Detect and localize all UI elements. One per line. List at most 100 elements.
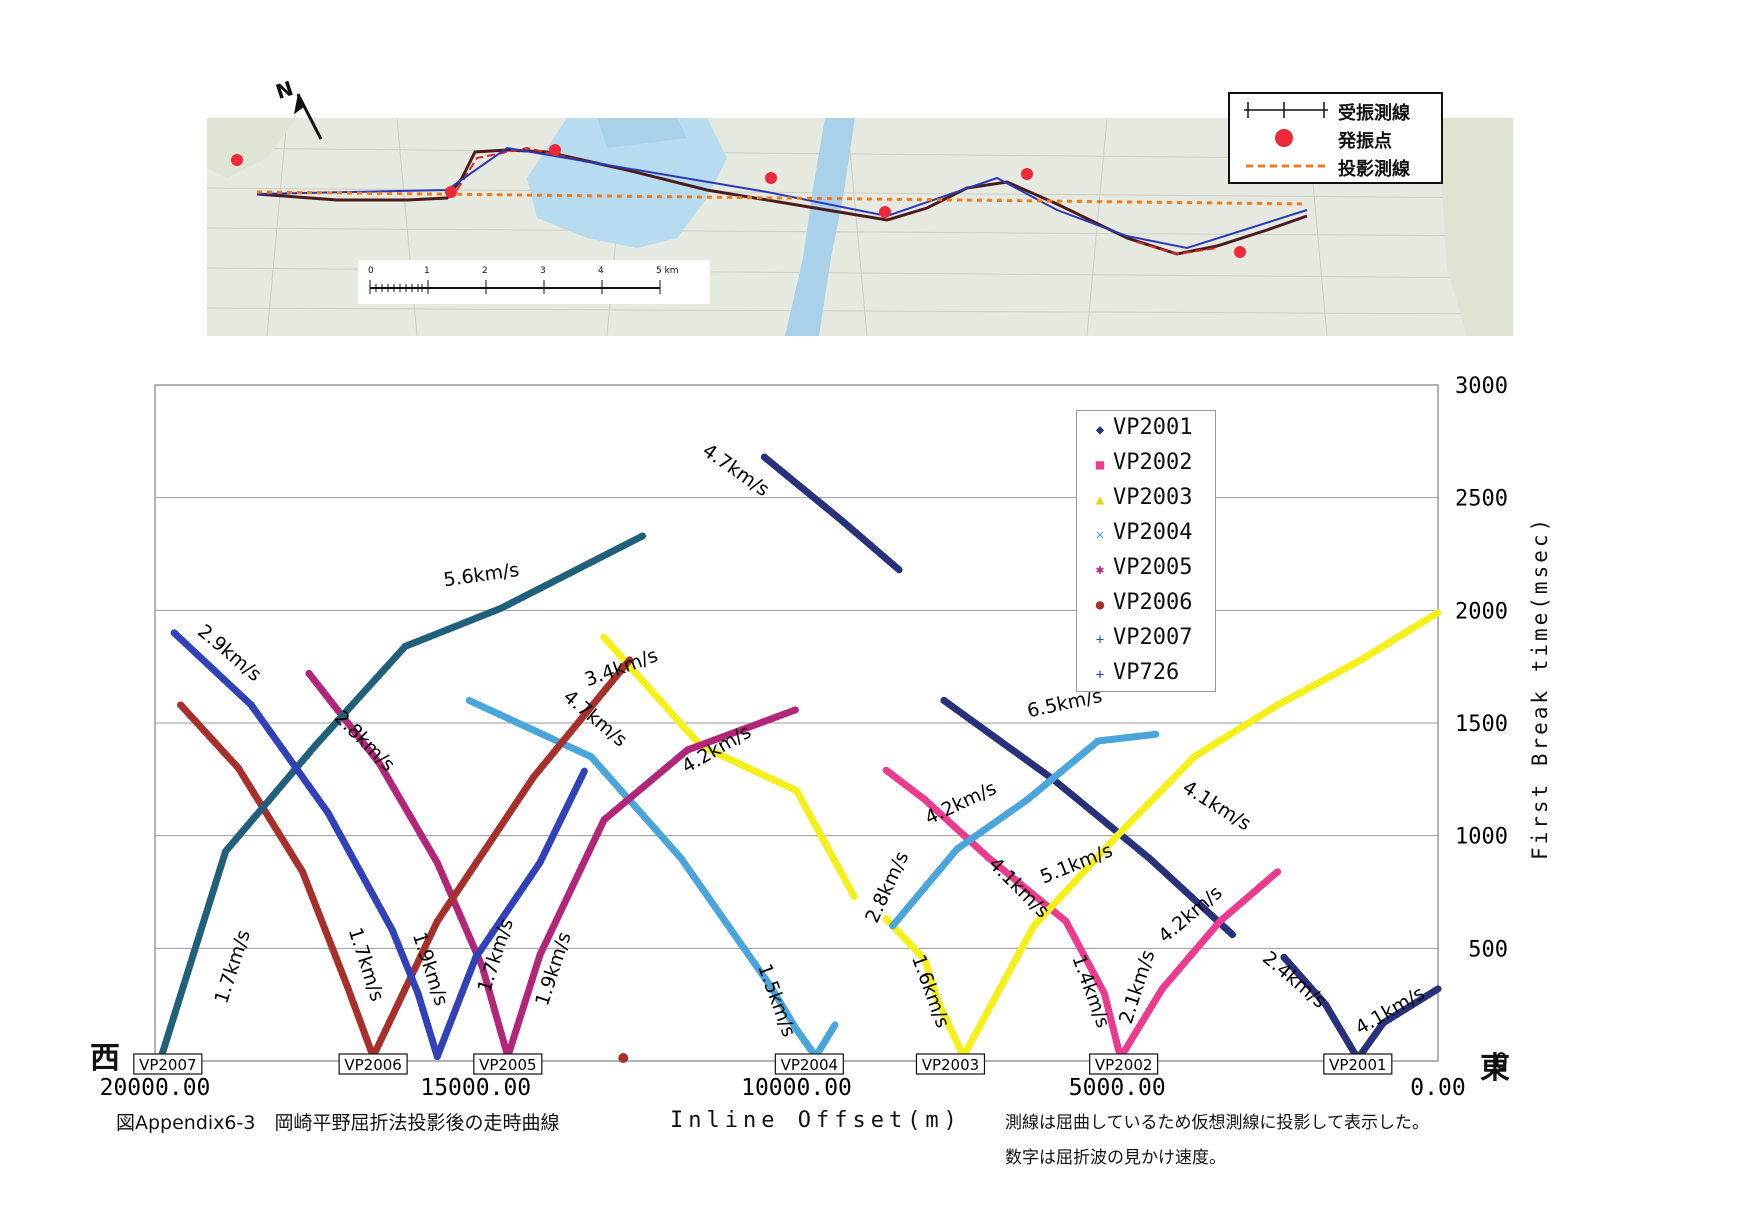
data-point [1158,985,1166,993]
data-point [1023,796,1031,804]
series-vp2006 [177,656,634,1060]
data-point [711,736,719,744]
data-point [228,683,236,691]
data-point [1379,1019,1387,1027]
y-tick-label: 1000 [1455,825,1508,850]
data-point [1420,993,1428,1001]
data-point [953,1038,961,1046]
data-point [247,701,255,709]
data-point [807,813,815,821]
data-point [578,714,586,722]
data-point [818,500,826,508]
data-point [1315,678,1323,686]
y-tick-label: 2000 [1455,599,1508,624]
data-point [1123,734,1131,742]
data-point [286,755,294,763]
legend-marker-vp2001: ◆ [1095,422,1105,438]
data-point [882,766,890,774]
data-point [902,935,910,943]
map-legend-receiver-line: 受振測線 [1338,103,1410,124]
legend-marker-vp2002: ■ [1095,457,1105,473]
data-point [1396,632,1404,640]
data-point [472,953,480,961]
data-point [1137,1019,1145,1027]
data-point [1041,781,1049,789]
east-label: 東 [1480,1051,1510,1086]
legend-label-vp2003: VP2003 [1113,485,1193,510]
data-point [334,717,342,725]
data-point [1092,854,1100,862]
data-point [467,936,475,944]
data-point [1097,815,1105,823]
legend-item-vp2006: ● VP2006 [1087,590,1193,624]
legend-item-vp726: + VP726 [1087,660,1179,694]
data-point [902,781,910,789]
data-point [1232,727,1240,735]
y-tick-label: 1500 [1455,712,1508,737]
data-point [425,633,433,641]
data-point [372,897,380,905]
data-point [881,553,889,561]
data-point [177,701,185,709]
data-point [1012,954,1020,962]
data-point [376,760,384,768]
x-axis-label: Inline Offset(m) [670,1108,962,1133]
data-point [1145,854,1153,862]
data-point [401,985,409,993]
data-point [414,989,422,997]
data-point [1357,656,1365,664]
data-point [1360,1046,1368,1054]
data-point [488,930,496,938]
data-point [672,714,680,722]
data-point [967,716,975,724]
data-point [305,782,313,790]
data-point [807,1046,815,1054]
shot-point-vp2007: VP2007 [133,1053,203,1075]
scale-label-5: 5 km [656,266,679,276]
data-point [1190,753,1198,761]
data-point [610,778,618,786]
data-point [1062,917,1070,925]
data-point [554,744,562,752]
data-point [1376,644,1384,652]
data-point [496,711,504,719]
data-point [568,568,576,576]
note-velocity: 数字は屈折波の見かけ速度。 [1005,1148,1226,1168]
data-point [821,1037,829,1045]
legend-marker-vp2005: ✱ [1095,562,1105,578]
data-point [266,816,274,824]
map-scale-bar: 0 1 2 3 4 5 km [358,260,710,304]
data-point [404,809,412,817]
x-tick-label: 0.00 [1410,1075,1465,1101]
data-point [1112,1038,1120,1046]
data-point [504,906,512,914]
y-axis-ticks: 0 500 1000 1500 2000 2500 3000 [1455,374,1508,1075]
data-point [780,1004,788,1012]
data-point [892,774,900,782]
west-label: 西 [90,1041,120,1076]
data-point [921,956,929,964]
data-point [449,623,457,631]
chart-legend: ◆ VP2001 ■ VP2002 ▲ VP2003 ✕ VP2004 ✱ VP2005 … [1076,410,1216,692]
map-legend: 受振測線 発振点 投影測線 [1228,92,1443,184]
map-legend-shot-point: 発振点 [1338,131,1392,152]
shot-point-vp2001: VP2001 [1323,1053,1393,1075]
data-point [310,896,318,904]
data-point [911,788,919,796]
data-point [428,1037,436,1045]
data-point [1166,873,1174,881]
legend-item-vp2001: ◆ VP2001 [1087,415,1193,449]
data-point [485,985,493,993]
data-point [765,716,773,724]
data-point [323,692,331,700]
data-point [1073,795,1081,803]
scale-bar-graphic [369,280,661,294]
data-point [1373,1028,1381,1036]
data-point [1059,766,1067,774]
scale-label-0: 0 [368,266,374,276]
data-point [677,854,685,862]
x-tick-label: 5000.00 [1069,1075,1166,1101]
data-point [927,976,935,984]
data-point [1072,935,1080,943]
